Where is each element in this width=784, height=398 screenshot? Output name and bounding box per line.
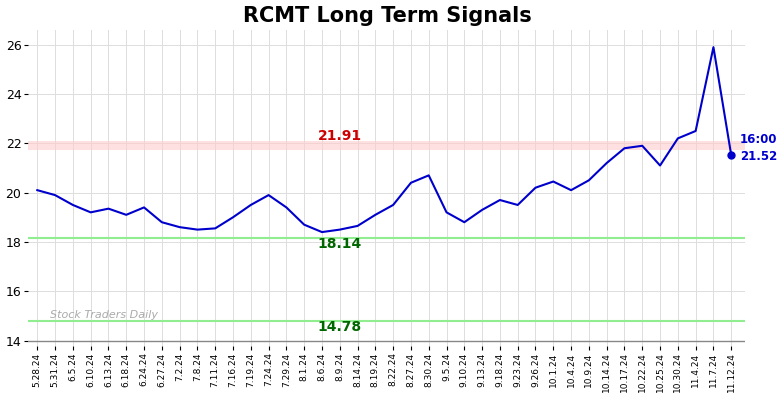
Bar — [28, 141, 746, 150]
Text: 21.91: 21.91 — [318, 129, 362, 143]
Point — [725, 152, 738, 158]
Text: 14.78: 14.78 — [318, 320, 362, 334]
Text: 16:00
21.52: 16:00 21.52 — [740, 133, 778, 163]
Text: Stock Traders Daily: Stock Traders Daily — [50, 310, 158, 320]
Text: 18.14: 18.14 — [318, 237, 362, 251]
Title: RCMT Long Term Signals: RCMT Long Term Signals — [242, 6, 532, 25]
